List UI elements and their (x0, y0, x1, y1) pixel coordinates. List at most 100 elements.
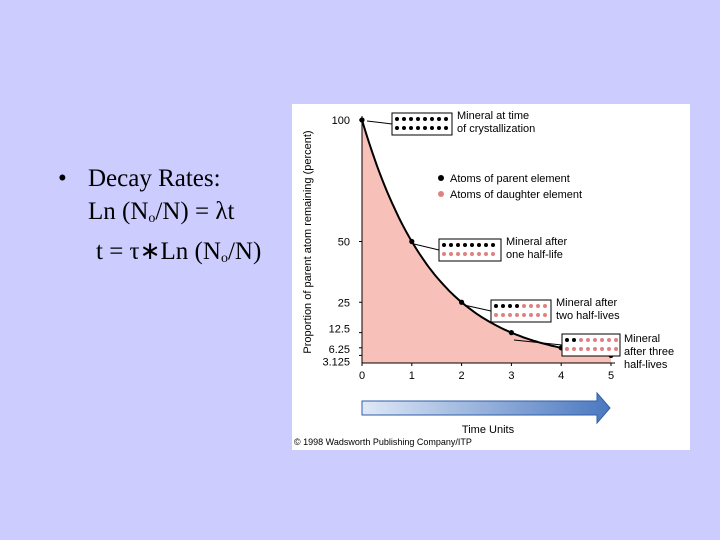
equation-1-part-a: Ln (N (88, 198, 149, 225)
y-tick-label: 50 (338, 237, 350, 249)
parent-atom-icon (395, 117, 399, 121)
daughter-atom-icon (607, 347, 611, 351)
parent-atom-icon (444, 117, 448, 121)
equation-1-part-b: /N) = λt (155, 198, 235, 225)
daughter-atom-icon (484, 252, 488, 256)
parent-atom-icon (572, 338, 576, 342)
copyright-text: © 1998 Wadsworth Publishing Company/ITP (294, 437, 472, 447)
y-tick-label: 12.5 (329, 324, 350, 336)
callout-text: one half-life (506, 249, 563, 261)
callout-text: two half-lives (556, 310, 620, 322)
x-tick-label: 5 (608, 370, 614, 382)
daughter-atom-icon (442, 252, 446, 256)
callout-pointer (513, 339, 563, 346)
mineral-box (490, 299, 552, 323)
daughter-atom-icon (456, 252, 460, 256)
parent-atom-icon (477, 243, 481, 247)
data-point (459, 299, 465, 305)
bullet-row: • Decay Rates: (58, 162, 261, 195)
parent-atom-icon (470, 243, 474, 247)
parent-atom-icon (565, 338, 569, 342)
daughter-atom-icon (600, 338, 604, 342)
daughter-atom-icon (522, 304, 526, 308)
parent-atom-icon (456, 243, 460, 247)
bullet-icon: • (58, 165, 67, 192)
y-tick-label: 3.125 (322, 356, 350, 368)
equation-1: Ln (No/N) = λt (58, 195, 261, 235)
parent-atom-icon (444, 126, 448, 130)
daughter-atom-icon (508, 313, 512, 317)
daughter-atom-icon (477, 252, 481, 256)
callout-text: Mineral after (556, 297, 617, 309)
y-tick-label: 100 (332, 115, 350, 127)
data-point (508, 330, 514, 336)
mineral-box (391, 112, 453, 136)
decay-chart: 100 50 25 12.5 6.253.125 0 1 2 3 4 5 Time Units Pro… (302, 110, 674, 436)
legend-daughter-label: Atoms of daughter element (450, 189, 582, 201)
daughter-atom-icon (494, 313, 498, 317)
x-axis-label: Time Units (462, 424, 515, 436)
parent-atom-icon (515, 304, 519, 308)
daughter-atom-icon (470, 252, 474, 256)
parent-atom-icon (463, 243, 467, 247)
callout-pointer (413, 243, 440, 251)
daughter-atom-icon (522, 313, 526, 317)
callout-text: after three (624, 346, 674, 358)
parent-atom-icon (409, 126, 413, 130)
bullet-heading: Decay Rates: (88, 165, 221, 192)
parent-atom-icon (484, 243, 488, 247)
parent-atom-icon (409, 117, 413, 121)
parent-atom-icon (491, 243, 495, 247)
legend-daughter-icon (438, 191, 444, 197)
parent-atom-icon (430, 117, 434, 121)
daughter-atom-icon (614, 347, 618, 351)
parent-atom-icon (442, 243, 446, 247)
equation-2-part-a: t = τ∗Ln (N (96, 238, 221, 265)
daughter-atom-icon (593, 338, 597, 342)
area-fill (362, 120, 611, 363)
x-tick-label: 1 (409, 370, 415, 382)
callout-pointer (366, 120, 393, 125)
daughter-atom-icon (543, 304, 547, 308)
daughter-atom-icon (607, 338, 611, 342)
y-axis-label: Proportion of parent atom remaining (per… (302, 130, 314, 353)
daughter-atom-icon (449, 252, 453, 256)
parent-atom-icon (501, 304, 505, 308)
x-tick-label: 3 (508, 370, 514, 382)
parent-atom-icon (494, 304, 498, 308)
callout-text: half-lives (624, 359, 668, 371)
data-point (409, 238, 415, 245)
parent-atom-icon (423, 117, 427, 121)
daughter-atom-icon (536, 304, 540, 308)
daughter-atom-icon (600, 347, 604, 351)
daughter-atom-icon (614, 338, 618, 342)
decay-figure: 100 50 25 12.5 6.25 3.125 0 1 2 3 4 5 Time Units Pro… (292, 104, 690, 450)
callout-text: Mineral after (506, 236, 567, 248)
slide-text: • Decay Rates: Ln (No/N) = λt t = τ∗Ln (N… (58, 162, 261, 275)
parent-atom-icon (416, 126, 420, 130)
y-tick-label: 25 (338, 297, 350, 309)
mineral-box (438, 238, 502, 262)
daughter-atom-icon (579, 338, 583, 342)
callout-text: of crystallization (457, 123, 535, 135)
daughter-atom-icon (501, 313, 505, 317)
equation-1-subscript: o (148, 211, 156, 226)
callout-text: Mineral (624, 333, 660, 345)
daughter-atom-icon (572, 347, 576, 351)
x-tick-label: 4 (558, 370, 564, 382)
daughter-atom-icon (565, 347, 569, 351)
daughter-atom-icon (586, 338, 590, 342)
daughter-atom-icon (579, 347, 583, 351)
daughter-atom-icon (515, 313, 519, 317)
callout-pointer (463, 304, 492, 312)
legend-parent-icon (438, 175, 444, 181)
parent-atom-icon (402, 117, 406, 121)
daughter-atom-icon (586, 347, 590, 351)
daughter-atom-icon (529, 304, 533, 308)
legend-parent-label: Atoms of parent element (450, 173, 570, 185)
y-tick-label: 6.25 (329, 344, 350, 356)
equation-2-part-b: /N) (227, 238, 262, 265)
parent-atom-icon (416, 117, 420, 121)
daughter-atom-icon (543, 313, 547, 317)
parent-atom-icon (437, 126, 441, 130)
